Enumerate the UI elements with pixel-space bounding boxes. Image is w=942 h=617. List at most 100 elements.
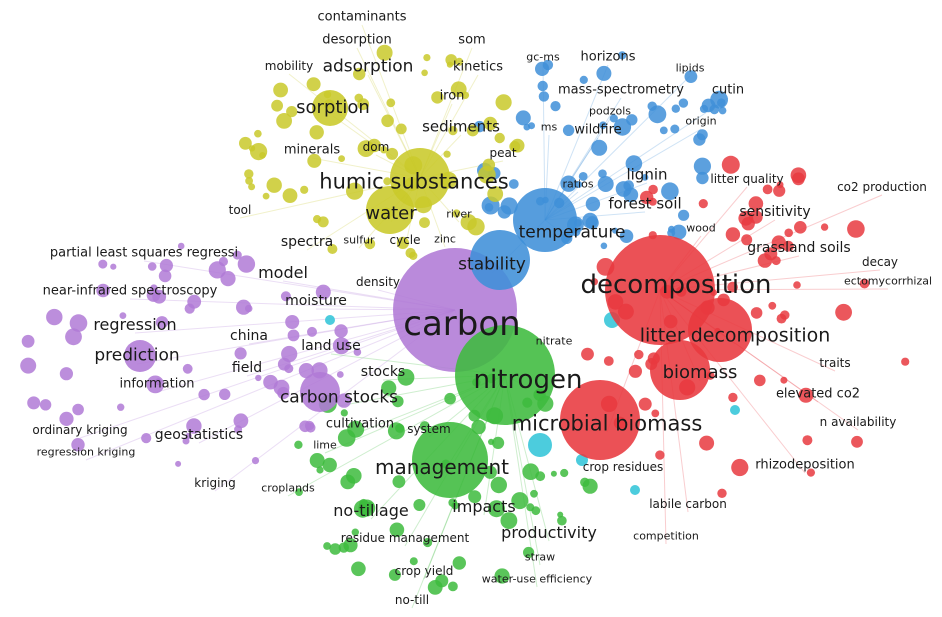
node-small-purple-23[interactable] bbox=[46, 308, 63, 326]
label-information[interactable]: information bbox=[119, 376, 195, 392]
label-system[interactable]: system bbox=[407, 422, 451, 436]
node-small-yellow-67[interactable] bbox=[262, 192, 270, 200]
node-small-red-58[interactable] bbox=[802, 435, 813, 446]
label-cycle[interactable]: cycle bbox=[389, 233, 421, 247]
node-management[interactable] bbox=[412, 422, 488, 498]
node-small-red-30[interactable] bbox=[768, 301, 777, 310]
node-small-red-45[interactable] bbox=[750, 307, 763, 319]
node-small-blue-54[interactable] bbox=[550, 101, 561, 112]
node-small-purple-5[interactable] bbox=[96, 283, 110, 298]
label-near-infrared-spectroscopy[interactable]: near-infrared spectroscopy bbox=[42, 283, 218, 299]
node-small-blue-38[interactable] bbox=[718, 106, 727, 115]
node-small-blue-61[interactable] bbox=[693, 157, 712, 175]
label-sediments[interactable]: sediments bbox=[422, 117, 500, 136]
label-water-use-efficiency[interactable]: water-use efficiency bbox=[481, 572, 593, 586]
node-cyan-2[interactable] bbox=[325, 315, 335, 325]
label-temperature[interactable]: temperature bbox=[518, 222, 626, 243]
node-small-purple-16[interactable] bbox=[185, 432, 192, 439]
node-small-green-63[interactable] bbox=[388, 568, 401, 581]
node-small-yellow-35[interactable] bbox=[409, 251, 418, 260]
node-small-purple-24[interactable] bbox=[110, 263, 117, 270]
label-field[interactable]: field bbox=[231, 360, 263, 376]
node-small-purple-46[interactable] bbox=[146, 375, 165, 394]
node-small-purple-1[interactable] bbox=[98, 259, 108, 269]
node-small-yellow-38[interactable] bbox=[346, 182, 364, 200]
label-kriging[interactable]: kriging bbox=[194, 476, 236, 490]
node-small-green-43[interactable] bbox=[448, 581, 458, 592]
label-zinc[interactable]: zinc bbox=[434, 232, 456, 246]
node-small-blue-41[interactable] bbox=[535, 61, 550, 76]
node-small-blue-3[interactable] bbox=[578, 172, 588, 181]
node-small-green-11[interactable] bbox=[560, 468, 569, 478]
node-cyan-4[interactable] bbox=[630, 485, 640, 495]
node-small-green-8[interactable] bbox=[351, 528, 359, 536]
node-small-purple-34[interactable] bbox=[342, 339, 350, 347]
node-small-yellow-18[interactable] bbox=[254, 129, 262, 138]
node-small-green-64[interactable] bbox=[550, 470, 557, 477]
node-small-green-15[interactable] bbox=[337, 429, 356, 447]
node-small-yellow-11[interactable] bbox=[271, 99, 283, 112]
label-peat[interactable]: peat bbox=[489, 146, 517, 160]
node-small-purple-17[interactable] bbox=[155, 316, 169, 329]
node-small-purple-28[interactable] bbox=[219, 388, 231, 400]
label-lime[interactable]: lime bbox=[313, 438, 337, 452]
node-small-blue-69[interactable] bbox=[599, 121, 607, 129]
label-microbial-biomass[interactable]: microbial biomass bbox=[511, 411, 703, 436]
node-small-red-68[interactable] bbox=[783, 240, 794, 252]
node-small-purple-63[interactable] bbox=[273, 379, 290, 396]
node-small-yellow-7[interactable] bbox=[338, 155, 345, 163]
node-small-purple-14[interactable] bbox=[69, 314, 88, 332]
label-co2-production[interactable]: co2 production bbox=[837, 180, 927, 194]
node-small-green-13[interactable] bbox=[557, 515, 567, 526]
label-mobility[interactable]: mobility bbox=[264, 59, 314, 73]
node-small-yellow-44[interactable] bbox=[494, 132, 505, 144]
node-small-purple-61[interactable] bbox=[59, 411, 74, 426]
node-small-red-11[interactable] bbox=[806, 468, 816, 477]
label-nitrogen[interactable]: nitrogen bbox=[473, 365, 583, 395]
node-small-green-68[interactable] bbox=[392, 475, 406, 488]
node-stability[interactable] bbox=[470, 230, 530, 290]
node-small-red-26[interactable] bbox=[638, 397, 652, 411]
label-china[interactable]: china bbox=[230, 328, 268, 344]
node-small-purple-58[interactable] bbox=[27, 396, 41, 410]
node-small-yellow-0[interactable] bbox=[396, 236, 409, 249]
node-small-yellow-3[interactable] bbox=[300, 185, 309, 194]
label-forest-soil[interactable]: forest soil bbox=[608, 194, 682, 213]
node-small-purple-30[interactable] bbox=[280, 291, 291, 302]
label-crop-residues[interactable]: crop residues bbox=[582, 460, 664, 474]
node-small-yellow-46[interactable] bbox=[466, 124, 479, 137]
node-small-red-3[interactable] bbox=[762, 184, 773, 195]
node-small-red-37[interactable] bbox=[590, 278, 598, 286]
node-small-yellow-51[interactable] bbox=[276, 113, 292, 129]
node-small-blue-40[interactable] bbox=[591, 139, 608, 156]
label-no-tillage[interactable]: no-tillage bbox=[333, 501, 409, 520]
node-small-blue-26[interactable] bbox=[596, 65, 612, 81]
node-nitrogen[interactable] bbox=[455, 325, 555, 425]
node-small-yellow-59[interactable] bbox=[239, 136, 252, 150]
label-ordinary-kriging[interactable]: ordinary kriging bbox=[32, 423, 128, 437]
node-small-blue-0[interactable] bbox=[612, 227, 619, 234]
node-small-purple-64[interactable] bbox=[236, 299, 252, 315]
node-small-yellow-25[interactable] bbox=[383, 177, 392, 186]
label-podzols[interactable]: podzols bbox=[589, 104, 631, 118]
label-regression[interactable]: regression bbox=[93, 315, 177, 334]
node-small-red-33[interactable] bbox=[794, 221, 807, 234]
node-small-yellow-4[interactable] bbox=[244, 169, 254, 179]
node-small-red-50[interactable] bbox=[820, 223, 829, 231]
label-adsorption[interactable]: adsorption bbox=[322, 56, 414, 77]
node-small-yellow-28[interactable] bbox=[421, 69, 428, 77]
label-partial-least-squares-regressi[interactable]: partial least squares regressi bbox=[49, 245, 239, 261]
node-small-green-47[interactable] bbox=[488, 500, 505, 518]
node-small-yellow-68[interactable] bbox=[386, 98, 396, 108]
label-dom[interactable]: dom bbox=[362, 140, 390, 154]
node-small-purple-59[interactable] bbox=[251, 457, 260, 465]
node-small-yellow-39[interactable] bbox=[357, 140, 375, 158]
node-small-blue-5[interactable] bbox=[678, 98, 689, 108]
node-small-yellow-8[interactable] bbox=[381, 114, 394, 128]
node-small-blue-33[interactable] bbox=[575, 181, 583, 188]
node-small-green-25[interactable] bbox=[323, 542, 331, 550]
node-small-red-65[interactable] bbox=[835, 303, 852, 321]
node-small-yellow-9[interactable] bbox=[307, 153, 322, 168]
node-small-purple-66[interactable] bbox=[72, 403, 84, 416]
node-small-purple-12[interactable] bbox=[353, 348, 362, 356]
